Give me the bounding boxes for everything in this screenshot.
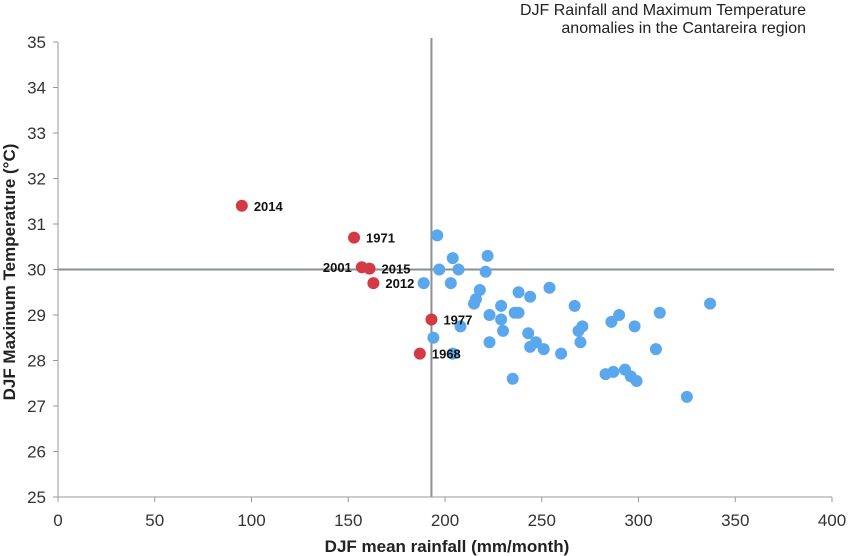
x-tick-label: 50 [145,511,164,530]
point-year-label: 1977 [443,313,472,328]
data-point [543,281,556,294]
data-point [512,306,525,319]
data-point [572,324,585,337]
data-point [444,277,457,290]
x-tick-label: 200 [431,511,459,530]
x-tick-label: 400 [818,511,846,530]
data-point [512,286,525,299]
data-point [473,283,486,296]
highlighted-point [367,277,380,290]
x-tick-label: 150 [334,511,362,530]
point-year-label: 1971 [366,231,395,246]
data-point [649,343,662,356]
x-tick-label: 300 [624,511,652,530]
y-tick-label: 30 [27,261,46,280]
data-point [607,365,620,378]
point-year-label: 1968 [432,347,461,362]
y-tick-label: 35 [27,33,46,52]
data-point [630,374,643,387]
data-point [431,229,444,242]
y-tick-label: 25 [27,488,46,507]
data-point [446,252,459,265]
highlighted-point [413,347,426,360]
y-tick-label: 27 [27,397,46,416]
y-tick-label: 26 [27,443,46,462]
y-tick-label: 31 [27,215,46,234]
data-point [653,306,666,319]
data-point [537,343,550,356]
data-point [417,277,430,290]
data-point [522,327,535,340]
data-point [495,299,508,312]
y-axis-title: DJF Maximum Temperature (°C) [0,144,19,401]
point-year-label: 2001 [323,260,352,275]
chart-title-line-2: anomalies in the Cantareira region [561,20,806,37]
data-point [452,263,465,276]
data-point [427,331,440,344]
chart-title: DJF Rainfall and Maximum Temperature ano… [520,2,806,37]
point-year-label: 2012 [385,276,414,291]
y-tick-label: 34 [27,79,46,98]
data-point [628,320,641,333]
x-tick-label: 250 [528,511,556,530]
point-year-label: 2015 [382,262,411,277]
data-point [446,347,459,360]
x-axis-title: DJF mean rainfall (mm/month) [325,537,570,556]
y-tick-label: 33 [27,124,46,143]
x-tick-label: 350 [721,511,749,530]
highlighted-point [235,199,248,212]
data-point [680,390,693,403]
point-year-label: 2014 [254,199,284,214]
data-point [506,372,519,385]
data-point [483,336,496,349]
data-point [555,347,568,360]
data-point [704,297,717,310]
highlighted-point [363,262,376,275]
x-tick-label: 100 [237,511,265,530]
y-tick-label: 32 [27,170,46,189]
data-point [605,315,618,328]
data-point [481,249,494,262]
y-tick-label: 28 [27,352,46,371]
data-point [468,297,481,310]
data-point [479,265,492,278]
data-point [495,313,508,326]
data-point [613,309,626,321]
data-point [433,263,446,276]
data-point [483,309,496,321]
data-point [574,336,587,349]
chart-title-line-1: DJF Rainfall and Maximum Temperature [520,2,806,19]
y-tick-label: 29 [27,306,46,325]
data-point [454,320,467,333]
highlighted-point [348,231,361,244]
data-point [529,336,542,349]
data-point [568,299,581,312]
data-point [524,290,537,303]
highlighted-point [425,313,438,326]
data-point [497,324,510,337]
x-tick-label: 0 [53,511,62,530]
